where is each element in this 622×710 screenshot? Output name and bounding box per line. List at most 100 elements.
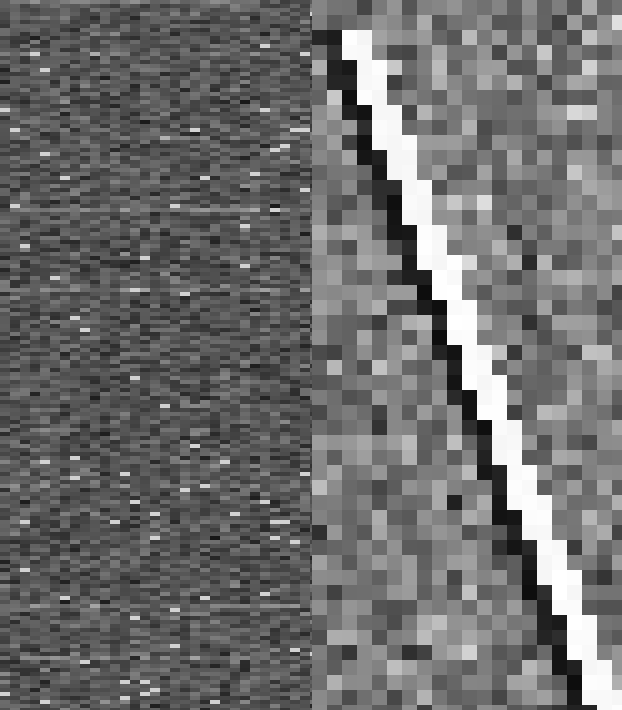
noise-cell: [280, 460, 290, 464]
noise-cell: [300, 248, 310, 252]
noise-cell: [270, 484, 280, 488]
noise-cell: [140, 460, 150, 464]
noise-cell: [260, 116, 270, 120]
noise-cell: [220, 460, 230, 464]
noise-cell: [90, 88, 100, 92]
noise-cell: [230, 340, 240, 344]
noise-cell: [270, 120, 280, 124]
noise-cell: [270, 536, 280, 540]
noise-cell: [90, 60, 100, 64]
noise-cell: [300, 368, 310, 372]
noise-cell: [240, 104, 250, 108]
noise-cell: [170, 364, 180, 368]
noise-cell: [290, 604, 300, 608]
noise-cell: [220, 52, 230, 56]
noise-cell: [50, 352, 60, 356]
noise-cell: [240, 424, 250, 428]
noise-cell: [50, 408, 60, 412]
noise-cell: [70, 456, 80, 460]
noise-cell: [170, 472, 180, 476]
noise-cell: [130, 612, 140, 616]
noise-cell: [30, 136, 40, 140]
noise-cell: [170, 456, 180, 460]
noise-cell: [150, 172, 160, 176]
noise-cell: [170, 508, 180, 512]
noise-cell: [110, 588, 120, 592]
noise-cell: [270, 216, 280, 220]
noise-cell: [280, 52, 290, 56]
noise-cell: [40, 448, 50, 452]
noise-cell: [10, 512, 20, 516]
noise-cell: [270, 168, 280, 172]
noise-cell: [160, 464, 170, 468]
noise-cell: [80, 396, 90, 400]
noise-cell: [280, 252, 290, 256]
noise-cell: [10, 276, 20, 280]
noise-cell: [220, 160, 230, 164]
noise-cell: [0, 352, 10, 356]
noise-cell: [130, 512, 140, 516]
noise-cell: [120, 316, 130, 320]
noise-cell: [200, 344, 210, 348]
noise-cell: [10, 448, 20, 452]
noise-cell: [80, 336, 90, 340]
noise-cell: [200, 356, 210, 360]
noise-cell: [200, 580, 210, 584]
noise-cell: [20, 44, 30, 48]
noise-cell: [190, 500, 200, 504]
noise-cell: [20, 180, 30, 184]
noise-cell: [150, 276, 160, 280]
noise-cell: [10, 324, 20, 328]
noise-cell: [110, 244, 120, 248]
noise-cell: [50, 524, 60, 528]
noise-cell: [60, 212, 70, 216]
noise-cell: [160, 416, 170, 420]
noise-cell: [170, 444, 180, 448]
noise-cell: [40, 236, 50, 240]
noise-cell: [200, 592, 210, 596]
noise-cell: [130, 420, 140, 424]
noise-cell: [280, 572, 290, 576]
noise-cell: [200, 52, 210, 56]
noise-cell: [110, 148, 120, 152]
noise-cell: [250, 160, 260, 164]
noise-cell: [230, 492, 240, 496]
noise-cell: [200, 252, 210, 256]
noise-cell: [150, 548, 160, 552]
noise-cell: [200, 72, 210, 76]
noise-cell: [290, 244, 300, 248]
noise-cell: [0, 408, 10, 412]
noise-cell: [310, 476, 312, 480]
noise-cell: [230, 444, 240, 448]
noise-cell: [50, 304, 60, 308]
noise-cell: [170, 340, 180, 344]
noise-cell: [220, 480, 230, 484]
noise-cell: [270, 572, 280, 576]
noise-cell: [250, 488, 260, 492]
noise-cell: [40, 488, 50, 492]
noise-cell: [50, 56, 60, 60]
noise-cell: [280, 228, 290, 232]
noise-cell: [20, 304, 30, 308]
noise-cell: [200, 380, 210, 384]
noise-cell: [140, 196, 150, 200]
noise-cell: [160, 164, 170, 168]
noise-cell: [70, 16, 80, 20]
noise-cell: [0, 0, 10, 4]
noise-cell: [160, 356, 170, 360]
noise-cell: [60, 120, 70, 124]
noise-cell: [60, 380, 70, 384]
noise-cell: [310, 496, 312, 500]
noise-cell: [20, 224, 30, 228]
noise-cell: [140, 96, 150, 100]
noise-cell: [200, 148, 210, 152]
noise-cell: [160, 536, 170, 540]
noise-cell: [70, 328, 80, 332]
noise-cell: [100, 180, 110, 184]
noise-cell: [90, 420, 100, 424]
noise-cell: [160, 472, 170, 476]
noise-cell: [240, 572, 250, 576]
noise-cell: [40, 296, 50, 300]
noise-cell: [100, 568, 110, 572]
noise-cell: [0, 256, 10, 260]
